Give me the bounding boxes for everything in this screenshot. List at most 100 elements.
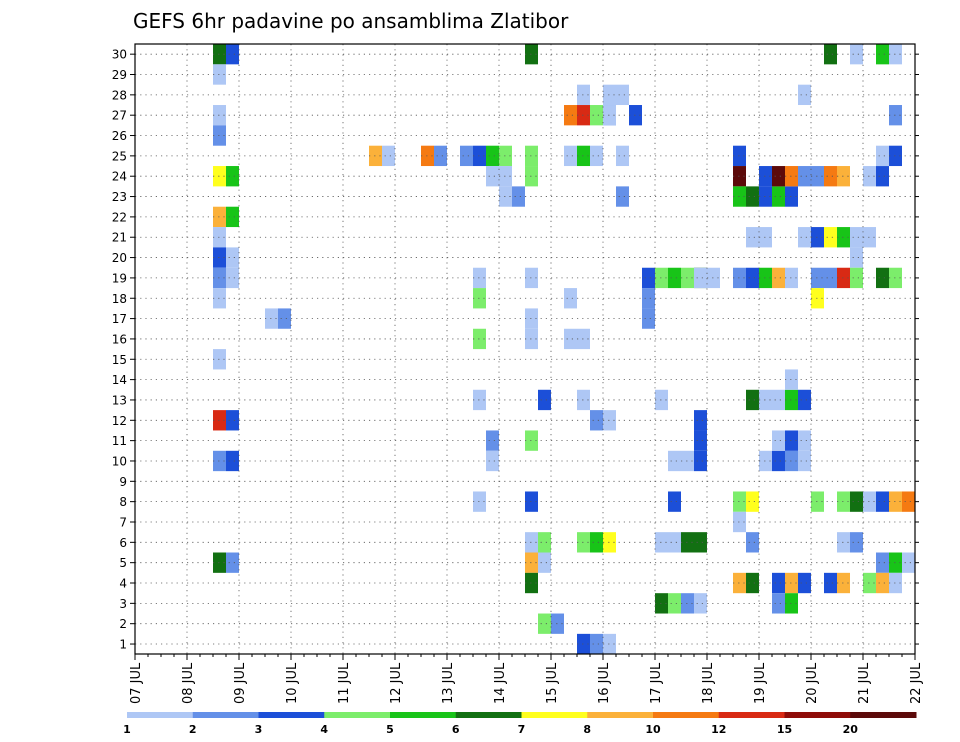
precip-cell (850, 491, 863, 512)
precip-cell (863, 491, 876, 512)
precip-cell (226, 267, 239, 289)
precip-cell (733, 511, 746, 533)
precip-cell (525, 491, 538, 512)
x-tick-label: 14 JUL (493, 662, 508, 704)
precip-cell (694, 593, 707, 614)
precip-cell (564, 105, 577, 126)
precip-cell (850, 247, 863, 268)
precip-cell (902, 552, 915, 573)
x-tick-label: 22 JUL (909, 662, 924, 704)
precip-cell (785, 267, 798, 289)
precip-cell (382, 145, 395, 167)
precip-cell (434, 145, 447, 167)
precip-cell (811, 267, 824, 289)
precip-cell (421, 145, 434, 167)
precip-cell (603, 84, 616, 106)
precip-cell (603, 633, 616, 655)
precip-cell (785, 593, 798, 614)
y-tick-label: 15 (112, 353, 127, 367)
x-tick-label: 21 JUL (857, 662, 872, 704)
precip-cell (616, 84, 629, 106)
precip-cell (837, 491, 850, 512)
colorbar-swatch (192, 712, 259, 718)
x-tick-label: 13 JUL (441, 662, 456, 704)
precip-cell (525, 145, 538, 167)
colorbar-swatch (587, 712, 654, 718)
precip-cell (902, 491, 915, 512)
precip-cell (772, 572, 785, 594)
precip-cell (759, 450, 772, 472)
precip-cell (811, 288, 824, 309)
precip-cell (785, 369, 798, 390)
precip-cell (564, 145, 577, 167)
precip-cell (642, 308, 655, 329)
precip-cell (772, 267, 785, 289)
precip-cell (213, 166, 226, 187)
precip-cell (733, 166, 746, 187)
precip-cell (759, 227, 772, 248)
precip-cell (590, 410, 603, 431)
precip-cell (889, 491, 902, 512)
precip-cell (226, 552, 239, 573)
precip-cell (538, 613, 551, 634)
colorbar-label: 10 (645, 723, 661, 736)
precip-cell (525, 572, 538, 594)
precip-cell (616, 186, 629, 207)
precip-cell (603, 532, 616, 553)
precip-cell (213, 227, 226, 248)
precip-cell (538, 552, 551, 573)
y-tick-label: 24 (112, 170, 127, 184)
colorbar-legend: 1 2 3 4 5 6 7 8 10 12 15 20 (123, 712, 917, 736)
precip-cell (733, 145, 746, 167)
precip-cell (785, 572, 798, 594)
precip-cell (837, 572, 850, 594)
precip-cell (473, 288, 486, 309)
precip-cell (577, 633, 590, 655)
precip-cell (837, 267, 850, 289)
y-tick-label: 22 (112, 210, 127, 224)
precip-cell (525, 44, 538, 65)
precip-cell (213, 349, 226, 370)
colorbar-swatch (653, 712, 720, 718)
colorbar-swatch (718, 712, 785, 718)
precip-cell (889, 105, 902, 126)
precip-cell (473, 145, 486, 167)
precip-cell (499, 186, 512, 207)
precip-cell (213, 44, 226, 65)
y-tick-label: 16 (112, 332, 127, 346)
precip-cell (785, 450, 798, 472)
colorbar-label: 2 (189, 723, 197, 736)
y-tick-label: 1 (119, 638, 127, 652)
precip-cell (590, 145, 603, 167)
precip-cell (798, 227, 811, 248)
y-tick-label: 25 (112, 149, 127, 163)
precip-cell (668, 593, 681, 614)
colorbar-label: 12 (711, 723, 726, 736)
precip-cell (850, 227, 863, 248)
x-axis: 07 JUL 08 JUL 09 JUL 10 JUL 11 JUL 12 JUL 13 J… (129, 654, 924, 704)
precip-cell (226, 247, 239, 268)
precip-cell (538, 389, 551, 411)
precip-cell (473, 491, 486, 512)
precip-cell (499, 166, 512, 187)
colorbar-label: 6 (452, 723, 460, 736)
precip-cell (694, 450, 707, 472)
precip-cell (824, 44, 837, 65)
y-tick-label: 10 (112, 454, 127, 468)
y-tick-label: 6 (119, 536, 127, 550)
precip-cell (668, 491, 681, 512)
precip-cell (226, 410, 239, 431)
precip-cell (616, 145, 629, 167)
precip-cell (213, 125, 226, 146)
precip-cell (499, 145, 512, 167)
colorbar-swatch (324, 712, 391, 718)
y-axis: 1234567891011121314151617181920212223242… (112, 48, 919, 652)
precip-cell (772, 166, 785, 187)
y-tick-label: 27 (112, 109, 127, 123)
precip-cell (746, 532, 759, 553)
precip-cell (876, 491, 889, 512)
precip-cell (278, 308, 291, 329)
precip-cell (655, 593, 668, 614)
y-tick-label: 23 (112, 190, 127, 204)
precip-cell (759, 389, 772, 411)
